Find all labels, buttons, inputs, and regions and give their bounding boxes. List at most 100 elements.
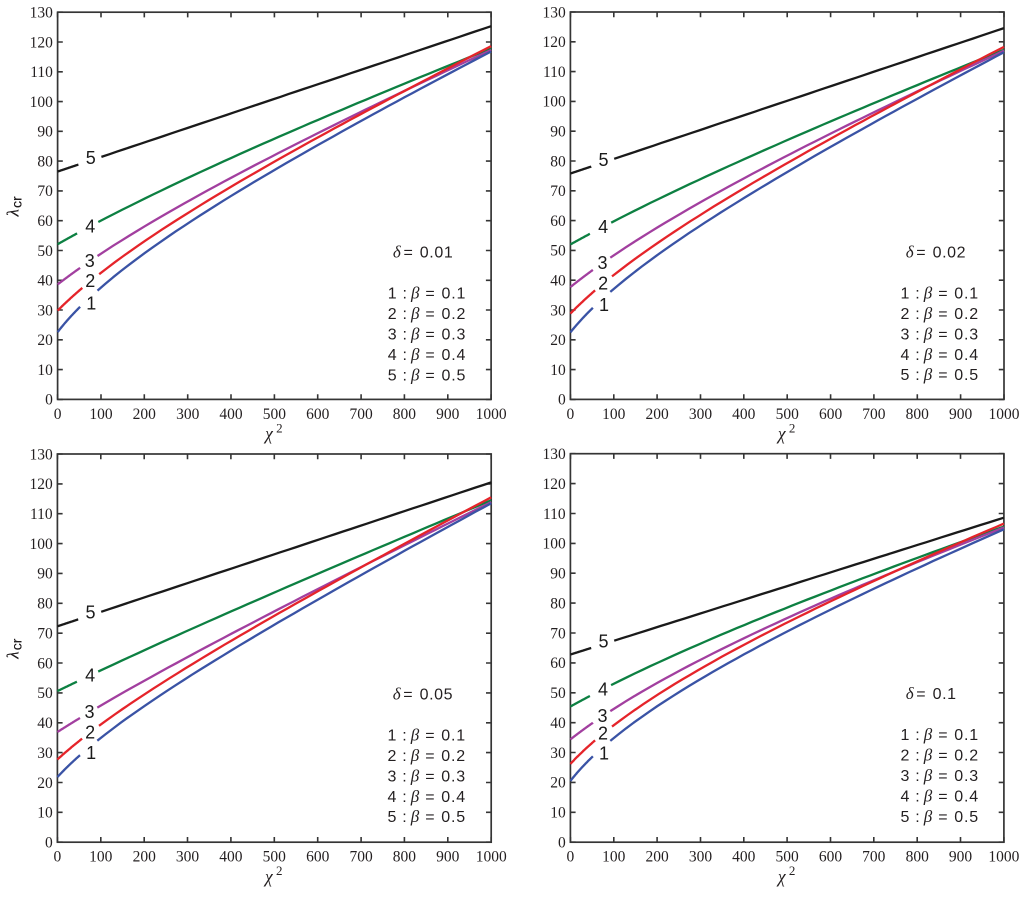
svg-text:900: 900: [949, 849, 973, 866]
svg-text:120: 120: [29, 476, 53, 493]
svg-text:β: β: [923, 786, 933, 805]
svg-text:0.3: 0.3: [441, 768, 466, 785]
svg-text:700: 700: [862, 849, 886, 866]
svg-text:400: 400: [732, 849, 756, 866]
svg-text::: :: [915, 367, 919, 384]
svg-text:2: 2: [85, 271, 95, 291]
svg-text:0.1: 0.1: [954, 727, 979, 744]
svg-text:100: 100: [602, 406, 626, 423]
svg-text:β: β: [923, 725, 933, 744]
svg-text:100: 100: [89, 406, 113, 423]
svg-text:800: 800: [906, 406, 930, 423]
svg-text:=: =: [425, 748, 434, 765]
svg-text:=: =: [404, 245, 413, 262]
svg-text:=: =: [403, 686, 412, 703]
svg-text:β: β: [923, 345, 933, 364]
svg-text:=: =: [425, 306, 434, 323]
svg-text:λ: λ: [4, 209, 23, 217]
svg-text:β: β: [410, 807, 420, 826]
svg-text:70: 70: [550, 183, 566, 200]
svg-text:=: =: [938, 727, 947, 744]
svg-text:β: β: [410, 325, 420, 344]
svg-text:1: 1: [86, 294, 96, 314]
svg-text:0.02: 0.02: [933, 244, 967, 261]
svg-text:0.1: 0.1: [442, 286, 467, 303]
svg-text:80: 80: [37, 596, 53, 613]
svg-text:30: 30: [550, 745, 566, 762]
svg-text:70: 70: [37, 183, 53, 200]
svg-text:2: 2: [901, 748, 910, 765]
svg-text:=: =: [425, 327, 434, 344]
svg-text:110: 110: [30, 64, 53, 81]
svg-text:3: 3: [901, 326, 910, 343]
svg-text:0: 0: [54, 849, 62, 866]
svg-text:1000: 1000: [476, 849, 507, 866]
svg-text:70: 70: [37, 626, 53, 643]
svg-text:β: β: [410, 284, 420, 303]
svg-text:β: β: [923, 807, 933, 826]
svg-text:β: β: [410, 365, 420, 384]
svg-text:β: β: [923, 283, 933, 302]
svg-text:δ: δ: [393, 684, 402, 703]
svg-text:130: 130: [30, 5, 54, 22]
svg-text:2: 2: [276, 863, 283, 878]
svg-text:β: β: [410, 725, 420, 744]
svg-text:=: =: [425, 789, 434, 806]
svg-text:800: 800: [393, 406, 417, 423]
svg-text:=: =: [938, 306, 947, 323]
svg-text:70: 70: [550, 625, 566, 642]
svg-text:40: 40: [37, 715, 53, 732]
svg-text:600: 600: [306, 849, 330, 866]
svg-text:1: 1: [901, 727, 910, 744]
svg-text::: :: [915, 347, 919, 364]
svg-text::: :: [402, 789, 406, 806]
svg-text:4: 4: [388, 347, 397, 364]
svg-text:1: 1: [86, 743, 96, 763]
svg-text::: :: [402, 727, 406, 744]
svg-text:β: β: [923, 365, 933, 384]
svg-text:80: 80: [550, 595, 566, 612]
svg-text:200: 200: [645, 849, 669, 866]
svg-text:120: 120: [542, 476, 566, 493]
svg-text:3: 3: [388, 327, 397, 344]
svg-text:0.3: 0.3: [954, 326, 979, 343]
svg-text:50: 50: [37, 685, 53, 702]
svg-text:5: 5: [901, 809, 910, 826]
svg-text::: :: [915, 326, 919, 343]
svg-text:3: 3: [84, 702, 94, 722]
svg-text:0: 0: [567, 849, 575, 866]
svg-text:0: 0: [54, 406, 62, 423]
svg-text::: :: [403, 327, 407, 344]
svg-text:200: 200: [133, 849, 157, 866]
svg-text:0.5: 0.5: [954, 809, 979, 826]
svg-text:1000: 1000: [989, 406, 1020, 423]
svg-text:=: =: [425, 809, 434, 826]
svg-text:300: 300: [176, 849, 200, 866]
svg-text:5: 5: [901, 367, 910, 384]
svg-text:0: 0: [45, 835, 53, 852]
svg-text:900: 900: [436, 406, 460, 423]
svg-text:500: 500: [776, 406, 800, 423]
svg-text:=: =: [425, 768, 434, 785]
svg-text::: :: [915, 809, 919, 826]
svg-text:3: 3: [597, 253, 607, 273]
svg-text:0: 0: [45, 392, 53, 409]
svg-text:0.1: 0.1: [933, 686, 957, 703]
svg-text:=: =: [938, 768, 947, 785]
svg-text:χ: χ: [263, 867, 274, 887]
svg-text:2: 2: [85, 722, 95, 742]
svg-text:4: 4: [85, 666, 95, 686]
svg-text:400: 400: [219, 849, 243, 866]
svg-text:β: β: [923, 324, 933, 343]
svg-text:3: 3: [901, 768, 910, 785]
svg-text:20: 20: [37, 332, 53, 349]
svg-text:=: =: [938, 809, 947, 826]
svg-text:χ: χ: [776, 424, 787, 444]
svg-text:900: 900: [436, 849, 460, 866]
svg-text:1: 1: [901, 285, 910, 302]
svg-text:1: 1: [388, 286, 397, 303]
svg-text:δ: δ: [393, 243, 402, 262]
svg-text:130: 130: [29, 446, 53, 463]
svg-text:0.4: 0.4: [442, 347, 467, 364]
svg-text:60: 60: [37, 213, 53, 230]
